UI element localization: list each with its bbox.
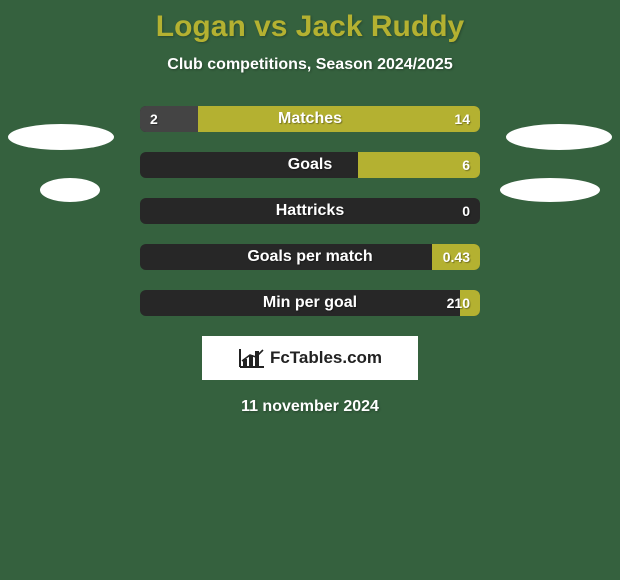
stat-bar-label: Goals	[140, 152, 480, 178]
stat-bar-label: Min per goal	[140, 290, 480, 316]
content-area: Matches2 14 Goals6 Hattricks0 Goals per matc…	[0, 106, 620, 416]
subtitle: Club competitions, Season 2024/2025	[0, 56, 620, 74]
player-left-ellipse-top	[8, 124, 114, 150]
page-title: Logan vs Jack Ruddy	[0, 0, 620, 44]
brand-text: FcTables.com	[270, 348, 382, 368]
stat-bar-label: Matches	[140, 106, 480, 132]
date-text: 11 november 2024	[0, 398, 620, 416]
stat-bar: Matches2 14	[140, 106, 480, 132]
stat-bar: Hattricks0	[140, 198, 480, 224]
brand-box: FcTables.com	[202, 336, 418, 380]
stat-bar: Min per goal210	[140, 290, 480, 316]
player-right-ellipse-bottom	[500, 178, 600, 202]
stat-bars: Matches2 14 Goals6 Hattricks0 Goals per matc…	[140, 106, 480, 316]
stats-canvas: Logan vs Jack Ruddy Club competitions, S…	[0, 0, 620, 580]
stat-bar-value-right: 14	[454, 106, 470, 132]
player-right-ellipse-top	[506, 124, 612, 150]
stat-bar: Goals6	[140, 152, 480, 178]
stat-bar-value-right: 0.43	[443, 244, 470, 270]
stat-bar-label: Goals per match	[140, 244, 480, 270]
stat-bar-value-right: 210	[447, 290, 470, 316]
brand-chart-icon	[238, 347, 266, 369]
stat-bar: Goals per match0.43	[140, 244, 480, 270]
stat-bar-value-right: 6	[462, 152, 470, 178]
stat-bar-value-right: 0	[462, 198, 470, 224]
player-left-ellipse-bottom	[40, 178, 100, 202]
stat-bar-label: Hattricks	[140, 198, 480, 224]
stat-bar-value-left: 2	[150, 106, 158, 132]
